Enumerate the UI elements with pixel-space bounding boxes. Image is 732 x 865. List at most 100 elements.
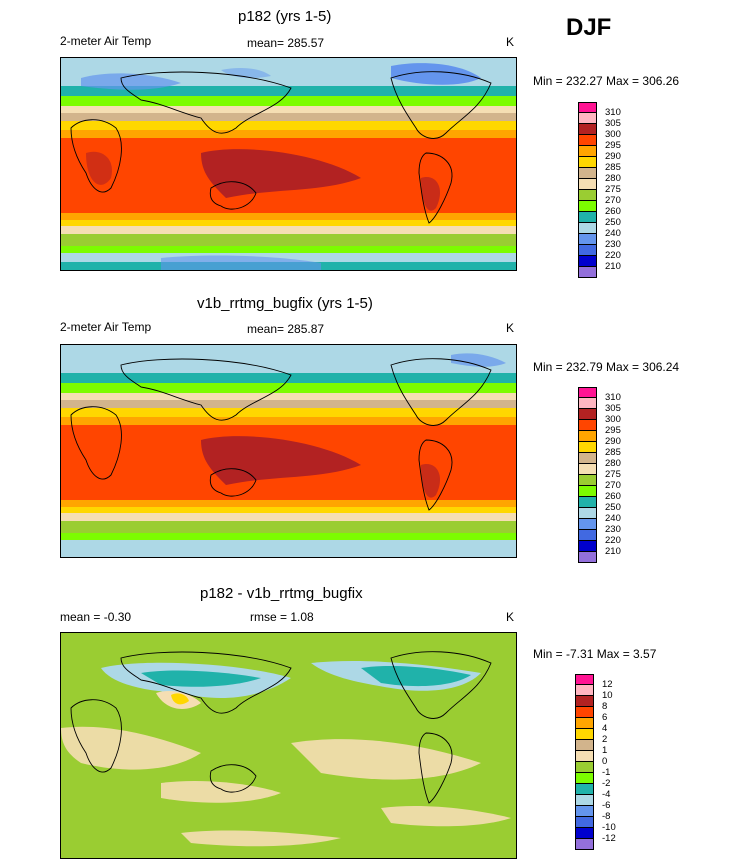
colorbar-swatch xyxy=(575,718,594,729)
colorbar-tick-label: 275 xyxy=(605,469,621,480)
colorbar-swatch xyxy=(575,696,594,707)
colorbar-tick-label: 280 xyxy=(605,458,621,469)
colorbar-tick-label: 220 xyxy=(605,535,621,546)
panel-1-title: p182 (yrs 1-5) xyxy=(238,8,332,25)
colorbar-swatch xyxy=(575,707,594,718)
colorbar-tick-label: 250 xyxy=(605,502,621,513)
colorbar-swatch xyxy=(578,508,597,519)
panel-2-title: v1b_rrtmg_bugfix (yrs 1-5) xyxy=(197,295,373,312)
colorbar-tick-label: -2 xyxy=(602,778,611,789)
colorbar-tick-label: 285 xyxy=(605,162,621,173)
colorbar-swatch xyxy=(578,519,597,530)
colorbar-tick-label: 240 xyxy=(605,228,621,239)
colorbar-tick-label: 280 xyxy=(605,173,621,184)
panel-2-colorbar-swatches: 310 305 300 295 290 285 280 275 270 260 250 240 230 2… xyxy=(578,387,638,563)
colorbar-tick-label: 0 xyxy=(602,756,608,767)
colorbar-tick-label: 260 xyxy=(605,206,621,217)
colorbar-outline xyxy=(575,674,594,850)
colorbar-tick-label: 230 xyxy=(605,239,621,250)
colorbar-tick-label: 305 xyxy=(605,118,621,129)
colorbar-outline xyxy=(578,102,597,278)
colorbar-swatch xyxy=(578,245,597,256)
colorbar-tick-label: 295 xyxy=(605,140,621,151)
colorbar-tick-label: 210 xyxy=(605,546,621,557)
panel-3-colorbar: 12 10 8 6 4 2 1 0 -1 -2 -4 -6 -8 -10 -12 xyxy=(575,674,635,854)
panel-3-unit-label: K xyxy=(506,610,515,624)
colorbar-tick-label: 10 xyxy=(602,690,613,701)
panel-3-rmse-label: rmse = 1.08 xyxy=(250,610,314,624)
colorbar-swatch xyxy=(578,234,597,245)
colorbar-outline xyxy=(578,387,597,563)
colorbar-tick-label: 310 xyxy=(605,107,621,118)
colorbar-swatch xyxy=(578,168,597,179)
colorbar-tick-label: 295 xyxy=(605,425,621,436)
colorbar-tick-label: -8 xyxy=(602,811,611,822)
colorbar-swatch xyxy=(578,431,597,442)
colorbar-tick-label: 300 xyxy=(605,129,621,140)
colorbar-tick-label: 250 xyxy=(605,217,621,228)
panel-1-minmax: Min = 232.27 Max = 306.26 xyxy=(533,74,680,88)
colorbar-swatch xyxy=(578,256,597,267)
colorbar-swatch xyxy=(575,685,594,696)
colorbar-swatch xyxy=(578,475,597,486)
colorbar-tick-label: 220 xyxy=(605,250,621,261)
panel-3-title: p182 - v1b_rrtmg_bugfix xyxy=(200,585,363,602)
colorbar-swatch xyxy=(578,464,597,475)
colorbar-tick-label: -4 xyxy=(602,789,611,800)
colorbar-tick-label: 285 xyxy=(605,447,621,458)
colorbar-swatch xyxy=(578,157,597,168)
colorbar-tick-label: 210 xyxy=(605,261,621,272)
colorbar-tick-label: 12 xyxy=(602,679,613,690)
colorbar-tick-label: 1 xyxy=(602,745,608,756)
colorbar-swatch xyxy=(578,223,597,234)
colorbar-tick-label: -6 xyxy=(602,800,611,811)
colorbar-tick-label: 305 xyxy=(605,403,621,414)
panel-1-unit-label: K xyxy=(506,35,515,49)
colorbar-swatch xyxy=(578,497,597,508)
colorbar-tick-label: 4 xyxy=(602,723,608,734)
colorbar-swatch xyxy=(575,751,594,762)
colorbar-swatch xyxy=(578,541,597,552)
panel-2-minmax: Min = 232.79 Max = 306.24 xyxy=(533,360,680,374)
colorbar-swatch xyxy=(578,486,597,497)
panel-3-map xyxy=(60,632,517,859)
panel-2-mean-label: mean= 285.87 xyxy=(247,322,325,336)
colorbar-swatch xyxy=(578,201,597,212)
colorbar-swatch xyxy=(575,729,594,740)
panel-2-unit-label: K xyxy=(506,321,515,335)
colorbar-swatch xyxy=(578,387,597,398)
panel-3-colorbar-swatches: 12 10 8 6 4 2 1 0 -1 -2 -4 -6 -8 -10 -12 xyxy=(575,674,635,850)
colorbar-swatch xyxy=(575,674,594,685)
colorbar-tick-label: 275 xyxy=(605,184,621,195)
colorbar-swatch xyxy=(578,453,597,464)
colorbar-swatch xyxy=(578,124,597,135)
colorbar-swatch xyxy=(578,102,597,113)
panel-2-map xyxy=(60,344,517,558)
colorbar-tick-label: -1 xyxy=(602,767,611,778)
colorbar-tick-label: 260 xyxy=(605,491,621,502)
colorbar-swatch xyxy=(578,530,597,541)
colorbar-swatch xyxy=(575,740,594,751)
colorbar-swatch xyxy=(578,135,597,146)
colorbar-swatch xyxy=(575,762,594,773)
colorbar-tick-label: -10 xyxy=(602,822,616,833)
colorbar-tick-label: 6 xyxy=(602,712,608,723)
colorbar-tick-label: 310 xyxy=(605,392,621,403)
colorbar-swatch xyxy=(575,828,594,839)
colorbar-tick-label: 2 xyxy=(602,734,608,745)
colorbar-tick-label: 230 xyxy=(605,524,621,535)
panel-1-colorbar-swatches: 310 305 300 295 290 285 280 275 270 260 250 240 230 2… xyxy=(578,102,638,278)
panel-3-map-svg xyxy=(61,633,516,858)
colorbar-swatch xyxy=(575,817,594,828)
colorbar-swatch xyxy=(575,795,594,806)
panel-3-mean-label: mean = -0.30 xyxy=(60,610,132,624)
colorbar-tick-label: 300 xyxy=(605,414,621,425)
colorbar-swatch xyxy=(578,190,597,201)
colorbar-tick-label: 270 xyxy=(605,480,621,491)
season-label: DJF xyxy=(566,14,612,41)
colorbar-swatch xyxy=(578,420,597,431)
panel-2-colorbar: 310 305 300 295 290 285 280 275 270 260 250 240 230 2… xyxy=(578,387,638,567)
colorbar-swatch xyxy=(578,442,597,453)
panel-1-left-label: 2-meter Air Temp xyxy=(60,34,152,48)
colorbar-swatch xyxy=(578,146,597,157)
